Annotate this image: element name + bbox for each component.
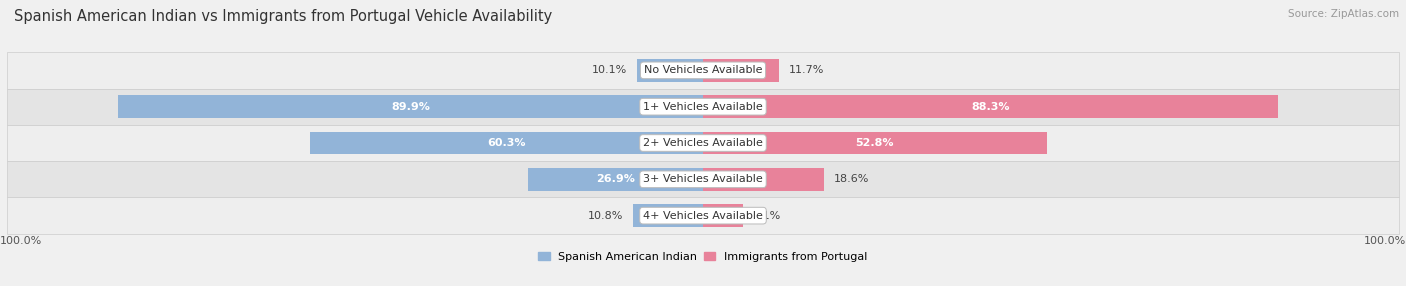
FancyBboxPatch shape <box>7 89 1399 125</box>
FancyBboxPatch shape <box>7 161 1399 197</box>
Text: 100.0%: 100.0% <box>1364 236 1406 246</box>
Bar <box>703 96 1278 118</box>
Text: 1+ Vehicles Available: 1+ Vehicles Available <box>643 102 763 112</box>
Bar <box>637 59 703 82</box>
Text: Source: ZipAtlas.com: Source: ZipAtlas.com <box>1288 9 1399 19</box>
Text: 26.9%: 26.9% <box>596 174 636 184</box>
Text: 52.8%: 52.8% <box>856 138 894 148</box>
Text: 4+ Vehicles Available: 4+ Vehicles Available <box>643 210 763 221</box>
Text: 2+ Vehicles Available: 2+ Vehicles Available <box>643 138 763 148</box>
Text: 89.9%: 89.9% <box>391 102 430 112</box>
Legend: Spanish American Indian, Immigrants from Portugal: Spanish American Indian, Immigrants from… <box>538 252 868 262</box>
Text: 6.1%: 6.1% <box>752 210 780 221</box>
Text: 18.6%: 18.6% <box>834 174 869 184</box>
FancyBboxPatch shape <box>7 197 1399 234</box>
Bar <box>703 132 1046 154</box>
Bar <box>633 204 703 227</box>
Text: 88.3%: 88.3% <box>972 102 1010 112</box>
Bar <box>703 204 742 227</box>
Text: 11.7%: 11.7% <box>789 65 824 76</box>
Text: 100.0%: 100.0% <box>0 236 42 246</box>
FancyBboxPatch shape <box>7 125 1399 161</box>
Text: 60.3%: 60.3% <box>488 138 526 148</box>
Text: 3+ Vehicles Available: 3+ Vehicles Available <box>643 174 763 184</box>
Bar <box>118 96 703 118</box>
Bar <box>527 168 703 190</box>
Bar <box>703 59 779 82</box>
Text: No Vehicles Available: No Vehicles Available <box>644 65 762 76</box>
Text: Spanish American Indian vs Immigrants from Portugal Vehicle Availability: Spanish American Indian vs Immigrants fr… <box>14 9 553 23</box>
Text: 10.1%: 10.1% <box>592 65 627 76</box>
Bar <box>703 168 824 190</box>
Text: 10.8%: 10.8% <box>588 210 623 221</box>
Bar <box>311 132 703 154</box>
FancyBboxPatch shape <box>7 52 1399 89</box>
